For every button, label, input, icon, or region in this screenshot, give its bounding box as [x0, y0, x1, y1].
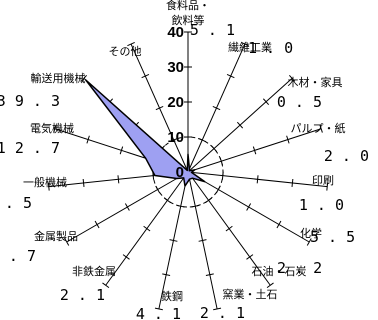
axis-tick: [198, 239, 207, 242]
axis-tick: [127, 42, 135, 47]
category-label: 鉄鋼: [161, 289, 183, 303]
axis-tick: [241, 42, 249, 47]
category-label: 食料品・: [166, 0, 210, 12]
category-label: 非鉄金属: [72, 264, 116, 278]
value-label: 1 . 0: [248, 39, 293, 57]
value-label: 3 9 . 3: [0, 92, 60, 110]
axis-tick: [225, 225, 233, 232]
axis-tick: [154, 307, 163, 311]
reference-circle: [152, 136, 224, 208]
category-label: その他: [109, 45, 142, 58]
axis-tick: [47, 182, 50, 191]
category-label: 繊維工業: [228, 41, 272, 54]
category-label: 窯業・土石: [223, 287, 278, 301]
value-label: 2 . 1: [200, 304, 245, 320]
axis-tick: [122, 254, 130, 260]
category-label: 電気機械: [30, 121, 74, 135]
axis-tick: [124, 203, 130, 211]
radial-tick-label: 0: [176, 164, 184, 181]
value-label: 5 . 5: [310, 228, 355, 246]
axis-tick: [236, 121, 244, 129]
value-label: 9 . 5: [0, 194, 32, 212]
axis-tick: [246, 203, 252, 211]
axis-tick: [266, 282, 274, 289]
axis-tick: [288, 75, 296, 82]
axis-tick: [286, 135, 290, 144]
axis-tick: [94, 220, 100, 229]
axis-tick: [256, 175, 259, 184]
value-label: 3 . 7: [0, 247, 36, 265]
radial-tick-label: 30: [167, 59, 184, 76]
axis-tick: [143, 225, 151, 232]
axis-tick: [226, 73, 235, 79]
axis-tick: [102, 282, 110, 289]
radial-tick-label: 20: [167, 94, 184, 111]
value-label: 2 . 2: [277, 259, 322, 277]
axis-tick: [319, 124, 323, 133]
axis-tick: [53, 124, 57, 133]
axis-tick: [117, 175, 120, 184]
radial-tick-labels: 0 10 20 30 40: [167, 24, 184, 181]
category-label: パルプ・紙: [291, 121, 346, 135]
axis-tick: [276, 220, 282, 229]
axis-tick: [212, 105, 221, 111]
axis-tick: [306, 238, 312, 246]
category-label: 石油・石炭: [252, 264, 307, 278]
radial-tick-label: 40: [167, 24, 184, 41]
axis-tick: [155, 105, 164, 111]
category-label: 木材・家具: [288, 75, 343, 89]
value-label: 1 2 . 7: [0, 139, 60, 157]
axis-tick: [205, 273, 214, 277]
category-label: 化学: [300, 226, 322, 240]
category-label: 飲料等: [172, 13, 205, 27]
axis-tick: [291, 178, 294, 188]
axis-tick: [86, 135, 90, 144]
axis-tick: [252, 146, 257, 155]
value-label: 0 . 5: [277, 93, 322, 111]
radial-tick-label: 10: [167, 129, 184, 146]
data-polygon: [85, 79, 206, 187]
axis-tick: [246, 254, 254, 260]
category-label: 金属製品: [34, 229, 78, 243]
axis-tick: [64, 238, 70, 246]
axis-tick: [141, 73, 150, 79]
axis-tick: [119, 146, 124, 155]
axis-tick: [213, 307, 222, 311]
category-label: 印刷: [312, 174, 334, 187]
value-label: 5 . 1: [190, 21, 235, 39]
axis-tick: [80, 75, 88, 82]
axis-tick: [262, 98, 270, 106]
value-label: 2 . 1: [60, 286, 105, 304]
axis-tick: [162, 273, 171, 277]
axis-tick: [82, 178, 85, 188]
value-label: 1 . 0: [299, 196, 344, 214]
axis-tick: [169, 239, 178, 242]
value-label: 2 . 0: [324, 147, 369, 165]
category-label: 輸送用機械: [31, 71, 86, 85]
value-label: 4 . 1: [136, 305, 181, 320]
category-label: 一般機械: [23, 175, 67, 189]
axis-tick: [326, 182, 329, 191]
